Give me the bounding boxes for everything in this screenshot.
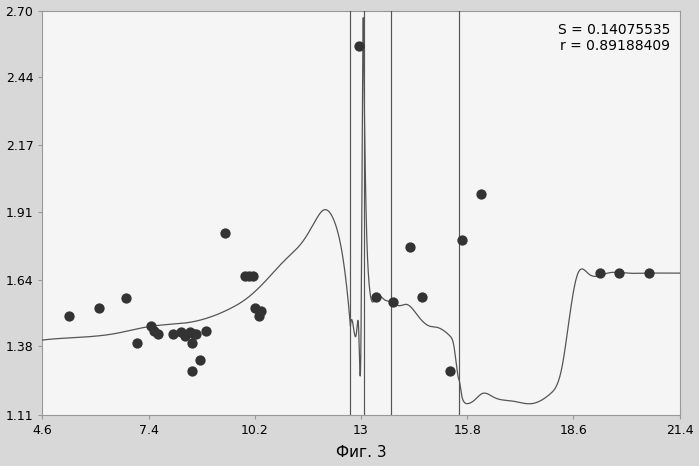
Point — [179, 332, 190, 340]
Point — [253, 312, 264, 320]
Point — [131, 339, 143, 346]
Point — [149, 328, 160, 335]
Point — [240, 273, 251, 280]
Point — [247, 273, 259, 280]
Point — [187, 339, 198, 346]
Point — [475, 190, 486, 198]
Point — [456, 236, 467, 243]
Point — [445, 367, 456, 374]
Point — [175, 329, 187, 336]
Point — [354, 42, 365, 50]
Point — [250, 304, 261, 312]
Point — [388, 298, 399, 306]
Point — [194, 356, 206, 364]
Point — [613, 269, 624, 277]
Point — [94, 304, 105, 312]
Point — [120, 295, 131, 302]
Point — [64, 312, 75, 320]
Point — [200, 328, 211, 335]
Point — [185, 329, 196, 336]
Point — [594, 269, 605, 277]
Point — [145, 322, 156, 330]
Point — [219, 229, 230, 237]
Point — [370, 293, 382, 301]
Point — [168, 330, 179, 337]
Text: S = 0.14075535
r = 0.89188409: S = 0.14075535 r = 0.89188409 — [558, 23, 670, 53]
Point — [405, 243, 416, 251]
Point — [152, 330, 164, 337]
Point — [644, 269, 655, 277]
Point — [187, 367, 198, 374]
Point — [416, 293, 427, 301]
Point — [189, 330, 200, 337]
X-axis label: Фиг. 3: Фиг. 3 — [336, 445, 387, 460]
Point — [255, 307, 266, 315]
Point — [243, 273, 254, 280]
Point — [190, 330, 201, 337]
